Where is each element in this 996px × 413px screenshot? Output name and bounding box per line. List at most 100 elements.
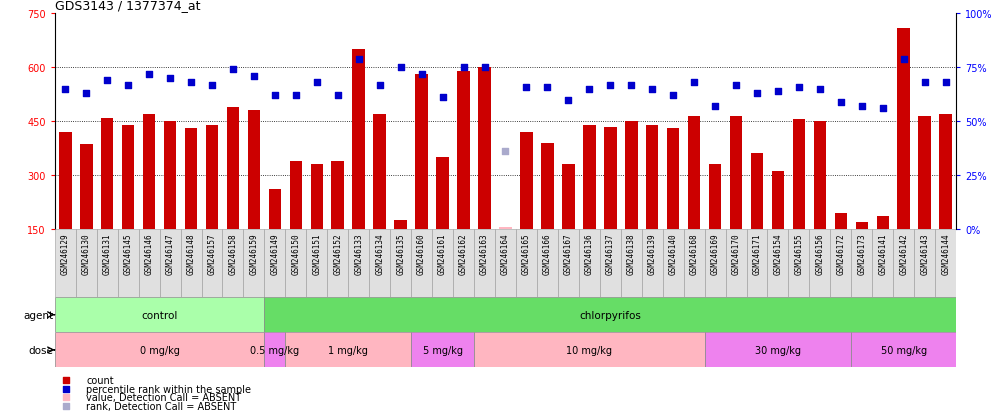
Bar [159,229,180,297]
Bar [646,126,658,229]
Text: 5 mg/kg: 5 mg/kg [422,345,462,355]
Text: 0 mg/kg: 0 mg/kg [139,345,179,355]
Bar [264,229,286,297]
Text: GSM246129: GSM246129 [61,233,70,274]
Bar [436,158,449,229]
Bar [897,29,910,229]
Text: GSM246133: GSM246133 [355,233,364,274]
Bar [624,122,637,229]
Bar [541,143,554,229]
Text: GSM246164: GSM246164 [501,233,510,274]
Text: GSM246137: GSM246137 [606,233,615,274]
Bar [453,229,474,297]
Bar [709,165,721,229]
Text: GSM246165: GSM246165 [522,233,531,274]
Text: GSM246144: GSM246144 [941,233,950,274]
Bar [55,297,264,332]
Point [686,80,702,86]
Bar [55,229,76,297]
Bar [59,133,72,229]
Bar [667,129,679,229]
Text: GSM246155: GSM246155 [795,233,804,274]
Point [434,95,450,102]
Text: GSM246162: GSM246162 [459,233,468,274]
Text: GSM246140: GSM246140 [668,233,677,274]
Point [791,84,807,91]
Text: GSM246152: GSM246152 [334,233,343,274]
Bar [411,229,432,297]
Bar [474,229,495,297]
Text: GSM246157: GSM246157 [207,233,216,274]
Bar [474,332,704,368]
Text: GSM246136: GSM246136 [585,233,594,274]
Text: GSM246139: GSM246139 [647,233,656,274]
Point [749,90,765,97]
Bar [662,229,683,297]
Text: GSM246170: GSM246170 [731,233,741,274]
Bar [935,229,956,297]
Bar [222,229,243,297]
Point [246,74,262,80]
Point [225,67,241,74]
Bar [688,116,700,229]
Point [288,93,304,100]
Bar [180,229,201,297]
Text: GSM246171: GSM246171 [753,233,762,274]
Bar [264,332,286,368]
Text: GSM246161: GSM246161 [438,233,447,274]
Text: GSM246145: GSM246145 [124,233,132,274]
Bar [789,229,810,297]
Point [267,93,283,100]
Point [413,71,429,78]
Point [100,78,116,84]
Bar [138,229,159,297]
Bar [704,229,725,297]
Point [58,394,74,401]
Bar [163,122,176,229]
Bar [852,229,872,297]
Text: GSM246135: GSM246135 [396,233,405,274]
Bar [939,115,952,229]
Bar [495,229,516,297]
Text: 30 mg/kg: 30 mg/kg [755,345,801,355]
Bar [118,229,138,297]
Point [874,106,890,112]
Bar [101,118,114,229]
Text: GSM246151: GSM246151 [313,233,322,274]
Point [665,93,681,100]
Bar [243,229,264,297]
Bar [142,115,155,229]
Text: GSM246168: GSM246168 [689,233,698,274]
Bar [772,172,784,229]
Bar [918,116,931,229]
Bar [184,129,197,229]
Point [728,82,744,89]
Bar [394,220,407,229]
Point [707,104,723,110]
Point [330,93,346,100]
Bar [307,229,328,297]
Point [372,82,387,89]
Bar [683,229,704,297]
Bar [814,122,827,229]
Point [121,82,136,89]
Point [58,377,74,384]
Text: percentile rank within the sample: percentile rank within the sample [87,384,251,394]
Text: rank, Detection Call = ABSENT: rank, Detection Call = ABSENT [87,401,237,411]
Text: GSM246142: GSM246142 [899,233,908,274]
Text: 10 mg/kg: 10 mg/kg [567,345,613,355]
Text: GSM246134: GSM246134 [375,233,384,274]
Text: GSM246163: GSM246163 [480,233,489,274]
Bar [520,133,533,229]
Text: 0.5 mg/kg: 0.5 mg/kg [250,345,300,355]
Bar [583,126,596,229]
Point [476,65,492,71]
Text: agent: agent [24,310,54,320]
Text: GSM246158: GSM246158 [228,233,237,274]
Bar [311,165,323,229]
Bar [604,127,617,229]
Text: GSM246172: GSM246172 [837,233,846,274]
Text: GSM246154: GSM246154 [774,233,783,274]
Text: GSM246150: GSM246150 [292,233,301,274]
Point [204,82,220,89]
